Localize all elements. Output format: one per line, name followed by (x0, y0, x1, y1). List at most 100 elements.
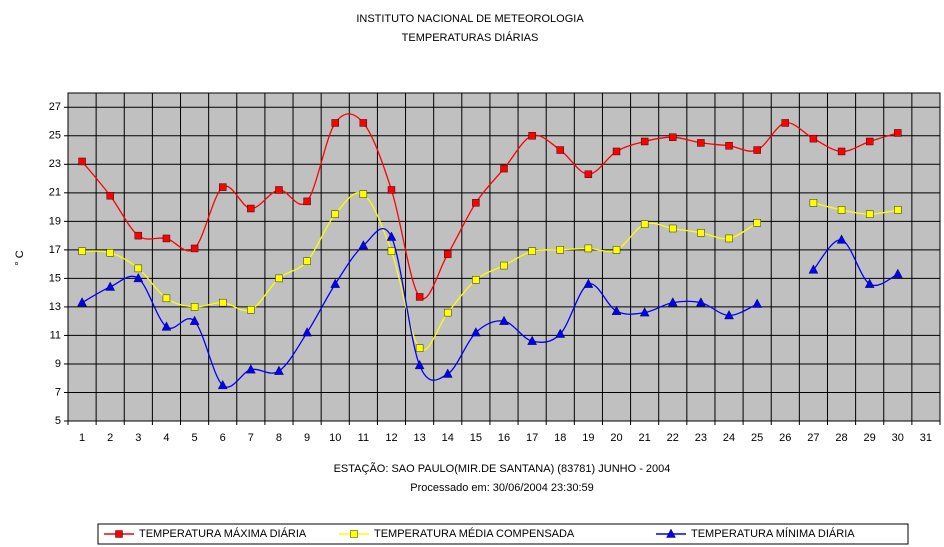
x-tick-label: 29 (864, 432, 876, 444)
marker (247, 306, 255, 314)
x-tick-label: 4 (163, 432, 169, 444)
marker (556, 146, 564, 154)
marker (669, 224, 677, 233)
note: Processado em: 30/06/2004 23:30:59 (410, 482, 593, 494)
x-tick-label: 21 (639, 432, 651, 444)
marker (134, 264, 143, 273)
marker (415, 344, 424, 352)
marker (302, 327, 312, 337)
y-axis-label: ° C (14, 250, 26, 265)
marker (387, 247, 396, 255)
marker (105, 281, 116, 291)
marker (219, 183, 227, 191)
x-tick-label: 16 (498, 432, 510, 444)
marker (274, 365, 284, 375)
y-tick-label: 21 (49, 187, 61, 199)
marker (584, 170, 593, 178)
x-tick-label: 14 (442, 432, 454, 444)
x-tick-label: 27 (807, 432, 819, 444)
marker (500, 164, 508, 173)
x-tick-label: 23 (695, 432, 707, 444)
marker (669, 133, 677, 141)
y-tick-label: 19 (49, 215, 61, 227)
x-tick-label: 22 (667, 432, 679, 444)
marker (331, 210, 339, 218)
marker (556, 246, 564, 254)
legend-box (97, 523, 909, 545)
marker (387, 186, 396, 194)
legend-label: TEMPERATURA MÁXIMA DIÁRIA (139, 527, 307, 540)
x-tick-label: 3 (135, 432, 141, 444)
marker (217, 379, 228, 390)
marker (358, 240, 369, 250)
x-axis-label: ESTAÇÃO: SAO PAULO(MIR.DE SANTANA) (8378… (334, 462, 671, 475)
marker (640, 220, 649, 228)
marker (471, 327, 481, 337)
marker (78, 247, 86, 255)
marker (444, 250, 452, 258)
marker (865, 137, 874, 146)
marker (725, 142, 733, 150)
marker (162, 234, 171, 243)
x-tick-label: 20 (610, 432, 622, 444)
marker (189, 315, 200, 325)
marker (303, 257, 311, 265)
legend-marker (115, 530, 123, 538)
marker (640, 137, 649, 146)
marker (837, 206, 846, 214)
marker (781, 119, 789, 127)
x-tick-label: 1 (79, 432, 85, 444)
marker (528, 247, 536, 255)
marker (190, 303, 199, 311)
marker (583, 278, 594, 288)
y-tick-label: 23 (49, 158, 61, 170)
x-tick-label: 24 (723, 432, 735, 444)
y-tick-label: 11 (50, 329, 61, 341)
marker (724, 310, 734, 320)
marker (865, 210, 874, 218)
x-tick-label: 9 (304, 432, 310, 444)
x-tick-label: 12 (385, 432, 397, 444)
x-tick-label: 2 (107, 432, 113, 444)
x-tick-label: 19 (582, 432, 594, 444)
chart-title: INSTITUTO NACIONAL DE METEOROLOGIA (356, 13, 584, 25)
chart-subtitle: TEMPERATURAS DIÁRIAS (402, 31, 539, 44)
y-tick-label: 13 (49, 301, 61, 313)
marker (133, 272, 144, 283)
marker (892, 268, 903, 278)
marker (808, 264, 819, 274)
marker (500, 261, 508, 270)
legend-label: TEMPERATURA MÉDIA COMPENSADA (374, 527, 575, 540)
marker (77, 297, 87, 307)
marker (639, 307, 650, 317)
y-tick-label: 27 (49, 101, 61, 113)
marker (612, 246, 621, 254)
x-tick-label: 11 (358, 432, 369, 444)
marker (864, 278, 875, 288)
y-tick-label: 17 (49, 244, 61, 256)
marker (78, 157, 86, 166)
marker (696, 297, 706, 307)
marker (134, 231, 143, 240)
marker (219, 298, 227, 307)
x-tick-label: 8 (276, 432, 282, 444)
marker (414, 359, 425, 370)
marker (499, 315, 509, 325)
marker (246, 364, 256, 374)
marker (444, 308, 452, 317)
marker (331, 119, 339, 127)
legend-label: TEMPERATURA MÍNIMA DIÁRIA (691, 527, 855, 540)
legend-marker (666, 528, 676, 538)
marker (836, 234, 847, 244)
marker (612, 147, 621, 156)
marker (247, 204, 255, 213)
y-tick-label: 7 (55, 386, 61, 398)
legend: TEMPERATURA MÁXIMA DIÁRIA TEMPERATURA MÉD… (97, 523, 909, 545)
marker (894, 129, 902, 137)
x-tick-label: 26 (779, 432, 791, 444)
x-tick-label: 5 (192, 432, 198, 444)
marker (584, 244, 593, 253)
marker (359, 119, 368, 127)
x-tick-label: 10 (329, 432, 341, 444)
